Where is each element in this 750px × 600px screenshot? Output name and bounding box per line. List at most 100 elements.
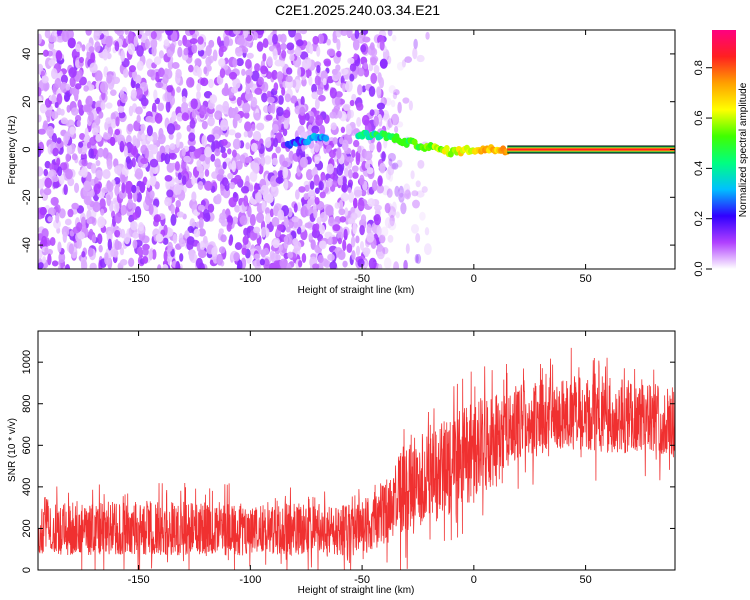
noise-blob	[219, 68, 226, 79]
noise-blob	[396, 61, 405, 71]
noise-blob	[273, 82, 279, 92]
noise-blob	[311, 91, 319, 100]
noise-blob	[155, 233, 164, 243]
noise-blob	[114, 201, 120, 214]
noise-blob	[265, 213, 271, 225]
noise-blob	[243, 195, 249, 207]
noise-blob	[387, 152, 396, 162]
noise-blob	[239, 215, 248, 226]
noise-blob	[390, 113, 400, 126]
snr-x-tick-label: -50	[354, 574, 370, 586]
noise-blob	[63, 184, 68, 196]
noise-blob	[240, 185, 250, 194]
noise-blob	[373, 213, 382, 226]
spectrogram-y-tick-label: 0	[21, 146, 33, 152]
noise-blob	[334, 202, 340, 209]
noise-blob	[404, 56, 413, 63]
noise-blob	[297, 66, 302, 78]
noise-blob	[78, 76, 87, 86]
noise-blob	[130, 144, 137, 156]
noise-blob	[363, 67, 370, 78]
noise-blob	[360, 214, 367, 223]
noise-blob	[416, 190, 425, 198]
noise-blob	[65, 168, 73, 180]
spectrogram-y-tick-label: -40	[21, 237, 33, 253]
noise-blob	[146, 125, 153, 137]
noise-blob	[250, 96, 258, 108]
noise-blob	[210, 153, 216, 162]
noise-blob	[140, 157, 149, 165]
noise-blob	[121, 182, 126, 194]
noise-blob	[211, 246, 218, 257]
noise-blob	[332, 224, 341, 232]
noise-blob	[65, 153, 71, 163]
noise-blob	[376, 184, 385, 194]
noise-blob	[391, 162, 399, 170]
noise-blob	[56, 30, 63, 35]
noise-blob	[50, 196, 59, 206]
noise-blob	[236, 96, 242, 107]
noise-blob	[88, 148, 94, 159]
noise-blob	[227, 172, 234, 180]
noise-blob	[106, 74, 113, 84]
noise-blob	[135, 106, 143, 115]
noise-blob	[176, 112, 184, 122]
noise-blob	[132, 212, 139, 220]
noise-blob	[380, 226, 389, 237]
noise-blob	[234, 113, 241, 121]
noise-blob	[289, 54, 295, 61]
noise-blob	[401, 59, 406, 68]
spectrogram-y-tick-label: -20	[21, 189, 33, 205]
noise-blob	[415, 233, 421, 243]
noise-blob	[127, 43, 136, 55]
noise-blob	[136, 114, 141, 123]
noise-blob	[386, 55, 392, 65]
noise-blob	[53, 219, 61, 229]
noise-blob	[328, 236, 333, 246]
noise-blob	[144, 147, 149, 160]
noise-blob	[366, 223, 372, 235]
noise-blob	[245, 59, 252, 70]
signal-blob	[443, 145, 450, 152]
noise-blob	[169, 95, 176, 106]
noise-blob	[47, 253, 52, 266]
spectrogram-x-tick-label: 0	[471, 273, 477, 285]
noise-blob	[94, 41, 101, 53]
noise-blob	[404, 189, 412, 200]
snr-x-title: Height of straight line (km)	[298, 585, 415, 596]
noise-blob	[367, 198, 376, 207]
noise-blob	[361, 114, 370, 126]
noise-blob	[61, 30, 70, 43]
noise-blob	[343, 104, 350, 112]
noise-blob	[84, 127, 89, 139]
noise-blob	[188, 132, 196, 142]
noise-blob	[56, 157, 61, 167]
noise-blob	[94, 30, 102, 37]
noise-blob	[203, 66, 208, 75]
noise-blob	[119, 140, 125, 153]
noise-blob	[398, 185, 404, 198]
noise-blob	[379, 40, 385, 51]
noise-blob	[183, 47, 189, 56]
noise-blob	[376, 141, 382, 153]
noise-blob	[162, 73, 169, 85]
noise-blob	[337, 249, 346, 261]
noise-blob	[188, 64, 194, 73]
noise-blob	[196, 82, 201, 92]
noise-blob	[231, 160, 237, 173]
noise-blob	[390, 163, 397, 170]
noise-blob	[357, 145, 362, 154]
noise-blob	[323, 58, 332, 66]
noise-blob	[181, 161, 186, 171]
noise-blob	[329, 87, 337, 99]
noise-blob	[325, 205, 334, 216]
line-band-core	[507, 148, 675, 151]
noise-blob	[326, 38, 331, 46]
noise-blob	[57, 166, 63, 177]
noise-blob	[56, 137, 62, 144]
noise-blob	[261, 92, 268, 103]
noise-blob	[345, 156, 354, 163]
noise-blob	[296, 226, 302, 235]
noise-blob	[78, 141, 84, 148]
noise-blob	[347, 187, 352, 194]
